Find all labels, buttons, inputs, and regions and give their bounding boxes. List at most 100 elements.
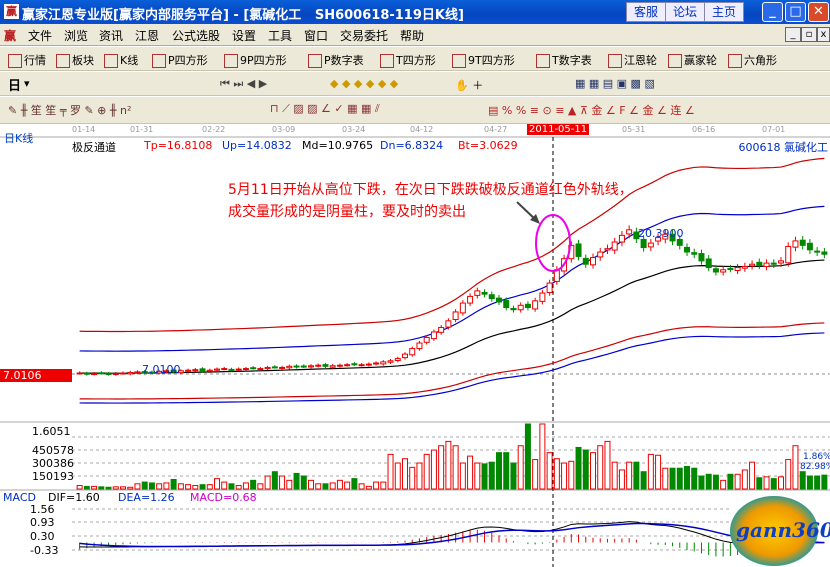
period-select[interactable]: 日 [8,79,22,94]
macd-axis-2: 0.30 [30,530,55,543]
drawing-tools-icon[interactable]: ✎ ╫ 笙 笙 ╤ 罗 ✎ ⊕ ╫ n² [8,104,132,117]
indicator-tools-icon[interactable]: ▤ % % ≡ ⊙ ≡ ▲ ⊼ 金 ∠ F ∠ 金 ∠ 连 ∠ [488,104,695,117]
candle-body [127,371,134,375]
minimize-button[interactable]: _ [762,2,783,22]
candle-body [322,364,329,367]
calc-tools-icon[interactable]: ▦ ▦ ▤ ▣ ▩ ▧ [575,77,655,90]
toolbar-item-big[interactable]: 赢家轮 [668,52,717,68]
volume-bar [503,452,510,490]
chart-canvas[interactable] [0,124,830,567]
volume-bar [336,479,343,490]
candle-body [170,369,177,373]
toolbar-item-ps[interactable]: P四方形 [152,52,208,68]
menu-bar: 赢 文件 浏览 资讯 江恩 公式选股 设置 工具 窗口 交易委托 帮助 _ ▫ … [0,24,830,46]
pn-icon [308,54,322,68]
menu-info[interactable]: 资讯 [99,29,124,43]
annotation-line-2: 成交量形成的是阴量柱，要及时的卖出 [228,204,466,220]
volume-bar [141,481,148,490]
menu-browse[interactable]: 浏览 [64,29,89,43]
volume-axis-2: 300386 [32,457,74,470]
volume-bar [134,483,141,490]
menu-gann[interactable]: 江恩 [135,29,160,43]
menu-formula[interactable]: 公式选股 [172,29,221,43]
candle-body [604,248,611,251]
hand-icon[interactable]: ✋ ＋ [455,79,484,92]
forum-button[interactable]: 论坛 [665,2,705,22]
volume-bar [785,459,792,490]
toolbar-item-table[interactable]: 行情 [8,52,46,68]
first-last-arrows-icon[interactable]: ⏮ ⏭ ◀ ▶ [220,77,268,90]
date-label: 04-12 [410,125,434,134]
bt-band-line [79,322,825,400]
candle-body [228,368,235,371]
child-restore-button[interactable]: ▫ [801,27,817,42]
customer-service-button[interactable]: 客服 [626,2,666,22]
dea-line [79,522,825,548]
menu-window[interactable]: 窗口 [304,29,329,43]
candle-body [756,261,763,266]
volume-bar [170,478,177,490]
toolbar-item-kline[interactable]: K线 [104,52,138,68]
candle-body [293,365,300,368]
child-minimize-button[interactable]: _ [785,27,801,42]
volume-bar [496,452,502,490]
volume-bar [409,466,416,490]
volume-pct-1: 1.86% [803,452,830,462]
volume-bar [315,483,322,490]
menu-help[interactable]: 帮助 [400,29,425,43]
volume-bar [604,440,611,490]
period-dropdown-icon[interactable]: ▾ [24,77,30,90]
candle-body [647,242,654,248]
candle-body [315,364,322,367]
candle-body [712,268,719,273]
toolbar-item-wheel[interactable]: 江恩轮 [608,52,657,68]
gann-fan-tools-icon[interactable]: ⊓ ⟋ ▨ ▨ ∠ ✓ ▦ ▦ ⫽ [270,102,380,115]
child-close-button[interactable]: x [817,27,830,42]
toolbar-item-p9[interactable]: 9P四方形 [224,52,287,68]
toolbar-item-t9[interactable]: 9T四方形 [452,52,515,68]
menu-trade[interactable]: 交易委托 [340,29,389,43]
toolbar-item-hexagon[interactable]: 六角形 [728,52,777,68]
volume-bar [148,482,155,490]
macd-value: MACD=0.68 [190,491,257,504]
candle-body [206,369,213,372]
macd-axis-3: -0.33 [30,544,59,557]
ps-icon [152,54,166,68]
t9-icon [452,54,466,68]
low-price-label: 7.0100 [142,363,181,376]
homepage-button[interactable]: 主页 [704,2,744,22]
candle-body [91,373,98,376]
indicator-dn: Dn=6.8324 [380,139,444,152]
candle-body [380,361,387,365]
period-label: 日K线 [4,132,34,145]
indicator-md: Md=10.9765 [302,139,374,152]
volume-bar [105,486,112,490]
stock-name: 600618 氯碱化工 [738,141,829,154]
volume-bar [532,459,539,490]
candle-body [300,365,307,368]
candle-body [459,302,466,314]
macd-label: MACD [3,491,36,504]
volume-bar [684,465,690,490]
menu-file[interactable]: 文件 [28,29,53,43]
toolbar-item-blocks[interactable]: 板块 [56,52,94,68]
toolbar-item-ts[interactable]: T四方形 [380,52,436,68]
close-button[interactable]: ✕ [808,2,829,22]
volume-bar [308,479,314,490]
candle-body [365,363,372,366]
zoom-arrows-icon[interactable]: ◆ ◆ ◆ ◆ ◆ ◆ [330,77,399,90]
maximize-button[interactable]: □ [785,2,806,22]
annotation-line-1: 5月11日开始从高位下跌，在次日下跌跌破极反通道红色外轨线， [228,182,633,198]
candle-body [76,372,83,375]
macd-axis-0: 1.56 [30,503,55,516]
menu-settings[interactable]: 设置 [232,29,257,43]
volume-bar [553,458,560,490]
candle-body [662,233,669,240]
kline-chart-area[interactable]: 日K线 01-14 01-31 02-22 03-09 03-24 04-12 04-27 2… [0,124,830,567]
menu-tools[interactable]: 工具 [268,29,293,43]
volume-bar [763,476,770,490]
toolbar-item-tn[interactable]: T数字表 [536,52,592,68]
toolbar-item-pn[interactable]: P数字表 [308,52,364,68]
candle-body [83,372,90,375]
candle-body [691,252,698,255]
